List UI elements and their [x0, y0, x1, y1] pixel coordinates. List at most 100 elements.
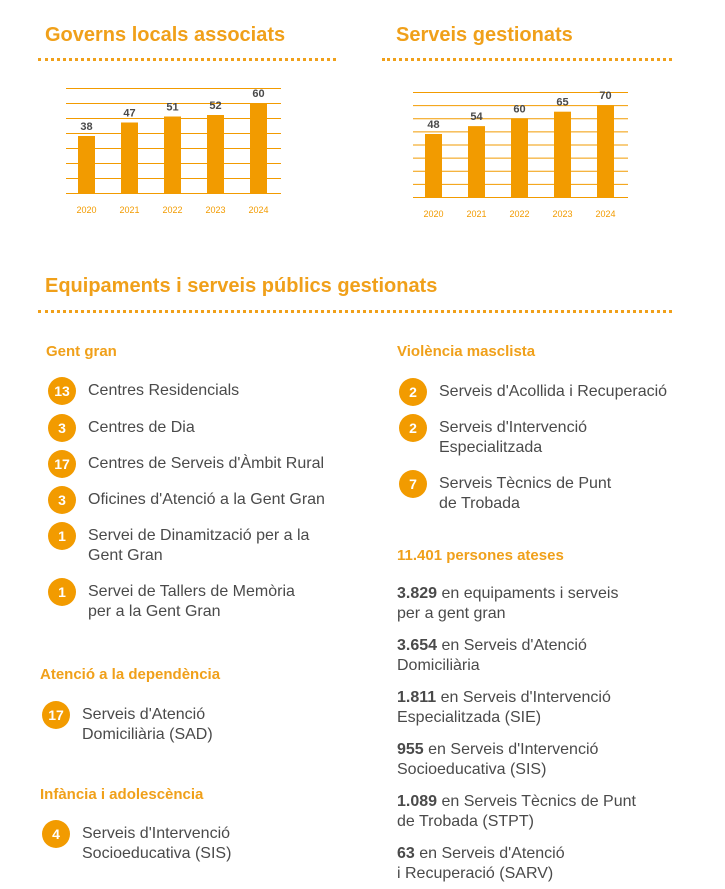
x-tick-label: 2024: [595, 209, 615, 219]
list-item: 13 Centres Residencials: [48, 377, 239, 405]
violencia-heading: Violència masclista: [397, 343, 536, 360]
ateses-text: Socioeducativa (SIS): [397, 761, 547, 778]
data-label: 51: [166, 102, 178, 114]
item-label-line: Oficines d'Atenció a la Gent Gran: [88, 491, 325, 508]
ateses-text: i Recuperació (SARV): [397, 865, 554, 882]
ateses-item: 1.811 en Serveis d'Intervenció Especialit…: [397, 688, 611, 728]
item-label-line: per a la Gent Gran: [88, 603, 221, 620]
data-label: 60: [513, 103, 525, 115]
ateses-text: per a gent gran: [397, 605, 506, 622]
bar: [468, 126, 485, 197]
serveis-title: Serveis gestionats: [396, 24, 573, 46]
data-label: 60: [252, 88, 264, 100]
x-tick-label: 2020: [423, 209, 443, 219]
count-badge: 3: [48, 414, 76, 442]
item-label: Centres de Serveis d'Àmbit Rural: [88, 454, 324, 474]
item-label-line: Socioeducativa (SIS): [82, 845, 232, 862]
ateses-count: 1.089: [397, 793, 438, 810]
governs-chart: 38 2020 47 2021 51 2022 52 2023 60 2024: [66, 88, 281, 218]
ateses-text: Especialitzada (SIE): [397, 709, 542, 726]
serveis-chart: 48 2020 54 2021 60 2022 65 2023 70 2024: [413, 90, 628, 222]
ateses-text: en Serveis d'Atenció: [414, 845, 565, 862]
item-label-line: Servei de Dinamització per a la: [88, 527, 310, 544]
data-label: 52: [209, 100, 221, 112]
list-item: 2 Serveis d'Acollida i Recuperació: [399, 378, 667, 406]
bar: [78, 136, 95, 193]
item-label: Oficines d'Atenció a la Gent Gran: [88, 490, 325, 510]
item-label: Serveis d'Intervenció Especialitzada: [439, 418, 587, 458]
bar: [425, 134, 442, 197]
bar: [511, 118, 528, 197]
item-label: Centres de Dia: [88, 418, 195, 438]
ateses-item: 3.654 en Serveis d'Atenció Domiciliària: [397, 636, 587, 676]
item-label-line: Centres de Dia: [88, 419, 195, 436]
ateses-text: Domiciliària: [397, 657, 480, 674]
ateses-text: en Serveis d'Intervenció: [423, 741, 599, 758]
item-label: Servei de Tallers de Memòria per a la Gen…: [88, 582, 295, 622]
x-tick-label: 2022: [162, 205, 182, 215]
x-tick-label: 2024: [248, 205, 268, 215]
item-label-line: Serveis Tècnics de Punt: [439, 475, 612, 492]
count-badge: 1: [48, 522, 76, 550]
bar: [207, 115, 224, 193]
equipaments-title: Equipaments i serveis públics gestionats: [45, 275, 438, 297]
ateses-count: 63: [397, 845, 415, 862]
x-tick-label: 2021: [466, 209, 486, 219]
item-label: Serveis d'Acollida i Recuperació: [439, 382, 667, 402]
list-item: 1 Servei de Tallers de Memòria per a la Ge…: [48, 578, 295, 622]
item-label: Serveis d'Atenció Domiciliària (SAD): [82, 705, 213, 745]
item-label-line: Serveis d'Intervenció: [439, 419, 588, 436]
count-badge: 2: [399, 378, 427, 406]
count-badge: 17: [42, 701, 70, 729]
ateses-count: 3.829: [397, 585, 438, 602]
item-label: Centres Residencials: [88, 381, 239, 401]
list-item: 17 Serveis d'Atenció Domiciliària (SAD): [42, 701, 213, 745]
ateses-item: 63 en Serveis d'Atenció i Recuperació (SA…: [397, 844, 565, 884]
ateses-count: 955: [397, 741, 424, 758]
data-label: 48: [427, 119, 439, 131]
x-tick-label: 2023: [552, 209, 572, 219]
data-label: 70: [599, 90, 611, 102]
ateses-count: 1.811: [397, 689, 437, 706]
item-label-line: Serveis d'Intervenció: [82, 825, 231, 842]
item-label: Serveis d'Intervenció Socioeducativa (SIS…: [82, 824, 231, 864]
item-label-line: Especialitzada: [439, 439, 543, 456]
data-label: 47: [123, 108, 135, 120]
ateses-text: en Serveis d'Atenció: [437, 637, 587, 654]
count-badge: 4: [42, 820, 70, 848]
bar: [250, 103, 267, 193]
x-tick-label: 2023: [205, 205, 225, 215]
item-label: Servei de Dinamització per a la Gent Gran: [88, 526, 309, 566]
data-label: 38: [80, 121, 92, 133]
item-label-line: Gent Gran: [88, 547, 163, 564]
count-badge: 7: [399, 470, 427, 498]
list-item: 2 Serveis d'Intervenció Especialitzada: [399, 414, 587, 458]
count-badge: 3: [48, 486, 76, 514]
x-tick-label: 2021: [119, 205, 139, 215]
x-tick-label: 2020: [76, 205, 96, 215]
ateses-count: 3.654: [397, 637, 438, 654]
item-label-line: de Trobada: [439, 495, 520, 512]
list-item: 1 Servei de Dinamització per a la Gent Gra…: [48, 522, 309, 566]
item-label-line: Serveis d'Acollida i Recuperació: [439, 383, 668, 400]
ateses-heading: 11.401 persones ateses: [397, 547, 564, 564]
item-label-line: Centres Residencials: [88, 382, 240, 399]
dependencia-heading: Atenció a la dependència: [40, 666, 221, 683]
item-label: Serveis Tècnics de Punt de Trobada: [439, 474, 611, 514]
item-label-line: Domiciliària (SAD): [82, 726, 213, 743]
bar-chart: 48 2020 54 2021 60 2022 65 2023 70 2024: [413, 90, 628, 219]
bar: [554, 111, 571, 197]
list-item: 3 Centres de Dia: [48, 414, 195, 442]
list-item: 7 Serveis Tècnics de Punt de Trobada: [399, 470, 611, 514]
governs-title: Governs locals associats: [45, 24, 286, 46]
ateses-text: en Serveis d'Intervenció: [436, 689, 611, 706]
divider: [38, 310, 672, 313]
item-label-line: Centres de Serveis d'Àmbit Rural: [88, 455, 325, 472]
count-badge: 13: [48, 377, 76, 405]
divider: [382, 58, 672, 61]
ateses-text: de Trobada (STPT): [397, 813, 534, 830]
list-item: 17 Centres de Serveis d'Àmbit Rural: [48, 450, 324, 478]
list-item: 3 Oficines d'Atenció a la Gent Gran: [48, 486, 325, 514]
bar: [597, 105, 614, 197]
gent-gran-heading: Gent gran: [46, 343, 117, 360]
